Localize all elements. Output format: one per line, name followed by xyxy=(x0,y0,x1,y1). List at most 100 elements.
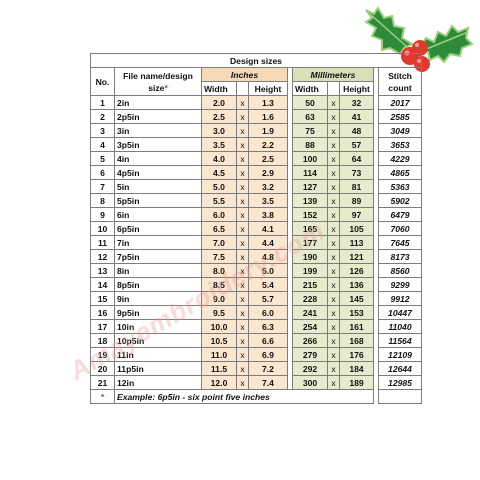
row-separator: x xyxy=(236,179,249,194)
row-width-mm: 215 xyxy=(292,277,328,292)
row-height-in: 2.9 xyxy=(248,165,288,180)
row-file-name: 9p5in xyxy=(114,305,202,320)
row-separator: x xyxy=(327,291,340,306)
row-height-in: 6.3 xyxy=(248,319,288,334)
row-width-in: 7.5 xyxy=(201,249,237,264)
row-width-mm: 100 xyxy=(292,151,328,166)
row-stitch-count: 9299 xyxy=(378,277,422,292)
row-width-mm: 199 xyxy=(292,263,328,278)
row-width-in: 6.0 xyxy=(201,207,237,222)
row-width-in: 11.0 xyxy=(201,347,237,362)
row-height-in: 6.6 xyxy=(248,333,288,348)
row-width-mm: 241 xyxy=(292,305,328,320)
row-height-mm: 176 xyxy=(339,347,374,362)
row-separator: x xyxy=(327,333,340,348)
row-height-in: 5.0 xyxy=(248,263,288,278)
table-row: 12 7p5in 7.5 x 4.8 190 x 121 8173 xyxy=(90,249,422,264)
row-height-in: 4.8 xyxy=(248,249,288,264)
table-row: 5 4in 4.0 x 2.5 100 x 64 4229 xyxy=(90,151,422,166)
row-file-name: 6p5in xyxy=(114,221,202,236)
row-stitch-count: 2017 xyxy=(378,95,422,110)
row-width-in: 11.5 xyxy=(201,361,237,376)
row-stitch-count: 4229 xyxy=(378,151,422,166)
row-width-in: 12.0 xyxy=(201,375,237,390)
row-separator: x xyxy=(236,347,249,362)
row-width-mm: 279 xyxy=(292,347,328,362)
row-height-in: 1.9 xyxy=(248,123,288,138)
row-width-in: 10.0 xyxy=(201,319,237,334)
row-height-mm: 168 xyxy=(339,333,374,348)
row-number: 11 xyxy=(90,235,115,250)
row-height-in: 3.8 xyxy=(248,207,288,222)
row-height-mm: 57 xyxy=(339,137,374,152)
table-row: 11 7in 7.0 x 4.4 177 x 113 7645 xyxy=(90,235,422,250)
row-stitch-count: 6479 xyxy=(378,207,422,222)
row-stitch-count: 8560 xyxy=(378,263,422,278)
row-separator: x xyxy=(327,263,340,278)
row-height-mm: 81 xyxy=(339,179,374,194)
row-file-name: 5p5in xyxy=(114,193,202,208)
row-width-mm: 300 xyxy=(292,375,328,390)
table-row: 4 3p5in 3.5 x 2.2 88 x 57 3653 xyxy=(90,137,422,152)
row-file-name: 5in xyxy=(114,179,202,194)
table-row: 18 10p5in 10.5 x 6.6 266 x 168 11564 xyxy=(90,333,422,348)
col-no-header: No. xyxy=(90,67,115,96)
row-separator: x xyxy=(327,109,340,124)
row-separator: x xyxy=(236,137,249,152)
row-separator: x xyxy=(236,193,249,208)
table-caption: Design sizes xyxy=(90,53,422,68)
row-stitch-count: 5363 xyxy=(378,179,422,194)
row-separator: x xyxy=(236,291,249,306)
row-stitch-count: 12985 xyxy=(378,375,422,390)
inches-group-header: Inches xyxy=(201,67,288,82)
row-width-in: 7.0 xyxy=(201,235,237,250)
row-height-mm: 153 xyxy=(339,305,374,320)
row-file-name: 7p5in xyxy=(114,249,202,264)
row-number: 16 xyxy=(90,305,115,320)
row-height-in: 5.7 xyxy=(248,291,288,306)
col-height-mm-header: Height xyxy=(339,81,374,96)
row-stitch-count: 11040 xyxy=(378,319,422,334)
row-width-mm: 50 xyxy=(292,95,328,110)
row-width-in: 5.5 xyxy=(201,193,237,208)
row-width-mm: 152 xyxy=(292,207,328,222)
row-stitch-count: 12644 xyxy=(378,361,422,376)
row-width-in: 6.5 xyxy=(201,221,237,236)
row-width-mm: 75 xyxy=(292,123,328,138)
row-width-mm: 228 xyxy=(292,291,328,306)
row-separator: x xyxy=(236,333,249,348)
row-width-mm: 88 xyxy=(292,137,328,152)
footnote-text: Example: 6p5in - six point five inches xyxy=(114,389,374,404)
row-separator: x xyxy=(236,305,249,320)
col-sep-header xyxy=(327,81,340,96)
row-width-mm: 177 xyxy=(292,235,328,250)
row-separator: x xyxy=(236,123,249,138)
row-width-in: 3.5 xyxy=(201,137,237,152)
row-height-in: 3.5 xyxy=(248,193,288,208)
row-number: 12 xyxy=(90,249,115,264)
row-height-mm: 48 xyxy=(339,123,374,138)
row-separator: x xyxy=(236,95,249,110)
row-separator: x xyxy=(236,375,249,390)
row-height-mm: 121 xyxy=(339,249,374,264)
row-height-mm: 89 xyxy=(339,193,374,208)
row-number: 9 xyxy=(90,207,115,222)
row-separator: x xyxy=(236,277,249,292)
row-width-in: 4.5 xyxy=(201,165,237,180)
row-separator: x xyxy=(327,361,340,376)
row-stitch-count: 5902 xyxy=(378,193,422,208)
row-height-mm: 64 xyxy=(339,151,374,166)
row-width-in: 8.5 xyxy=(201,277,237,292)
row-stitch-count: 4865 xyxy=(378,165,422,180)
row-separator: x xyxy=(327,151,340,166)
row-width-in: 4.0 xyxy=(201,151,237,166)
row-number: 13 xyxy=(90,263,115,278)
row-number: 4 xyxy=(90,137,115,152)
row-separator: x xyxy=(327,123,340,138)
row-separator: x xyxy=(236,263,249,278)
col-sep-header xyxy=(236,81,249,96)
row-height-mm: 32 xyxy=(339,95,374,110)
row-height-mm: 161 xyxy=(339,319,374,334)
row-file-name: 3in xyxy=(114,123,202,138)
row-file-name: 10p5in xyxy=(114,333,202,348)
